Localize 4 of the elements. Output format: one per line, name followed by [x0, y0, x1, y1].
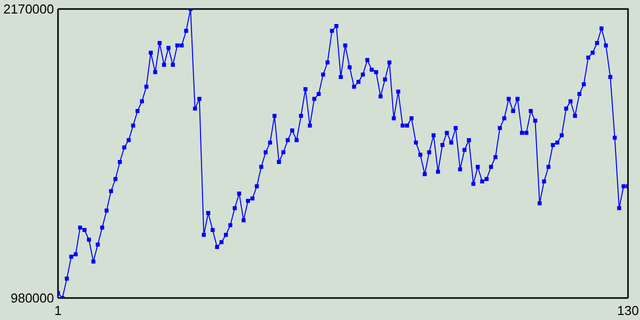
- x-tick-label: 130: [617, 303, 639, 318]
- y-tick-label: 2170000: [3, 2, 54, 16]
- y-tick-label: 980000: [10, 290, 54, 306]
- x-tick-label: 1: [54, 303, 62, 318]
